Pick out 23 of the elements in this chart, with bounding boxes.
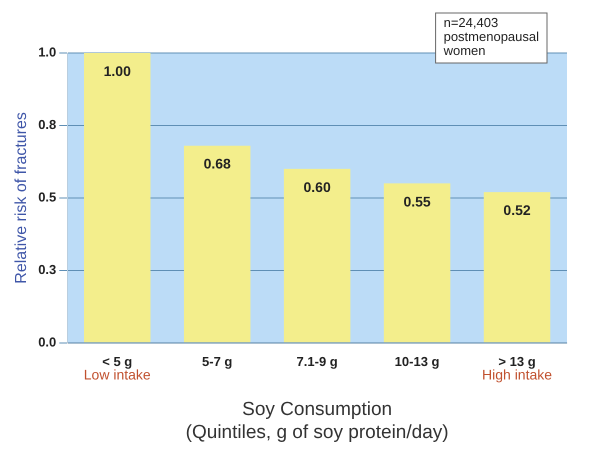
bar xyxy=(484,192,550,342)
y-tick-label: 0.5 xyxy=(38,189,56,204)
x-tick-label: < 5 g xyxy=(102,354,132,370)
x-tick-label: > 13 g xyxy=(498,354,536,370)
y-tick-label: 0.8 xyxy=(38,117,56,132)
x-axis-title: Soy Consumption (Quintiles, g of soy protein/day) xyxy=(186,399,449,443)
y-tick-label: 1.0 xyxy=(38,44,56,60)
data-label: 1.00 xyxy=(104,62,132,79)
data-label: 0.68 xyxy=(204,156,232,172)
annotation: n=24,403 postmenopausal women xyxy=(442,15,540,58)
bar xyxy=(184,146,250,342)
x-tick-label: 10-13 g xyxy=(394,354,440,370)
data-label: 0.52 xyxy=(503,202,531,218)
x-tick-label: 7.1-9 g xyxy=(296,354,338,370)
data-label: 0.55 xyxy=(403,193,431,210)
y-tick-label: 0.0 xyxy=(38,334,56,350)
bar xyxy=(384,183,450,342)
y-tick-label: 0.3 xyxy=(38,262,56,277)
bar xyxy=(84,53,150,342)
data-label: 0.60 xyxy=(304,178,331,195)
y-axis-title: Relative risk of fractures xyxy=(13,112,30,284)
bar xyxy=(284,168,350,342)
x-tick-label: 5-7 g xyxy=(202,354,232,370)
